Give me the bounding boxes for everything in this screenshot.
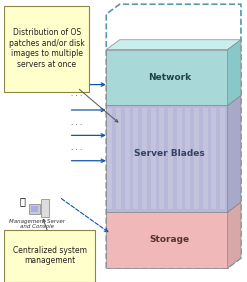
FancyBboxPatch shape [41,199,49,217]
FancyBboxPatch shape [107,108,112,209]
FancyBboxPatch shape [142,108,147,209]
Text: Server Blades: Server Blades [134,149,205,158]
FancyBboxPatch shape [151,108,156,209]
FancyBboxPatch shape [194,108,199,209]
FancyBboxPatch shape [185,108,190,209]
FancyBboxPatch shape [29,204,40,214]
FancyBboxPatch shape [106,105,227,212]
FancyBboxPatch shape [106,50,227,105]
Polygon shape [227,96,241,212]
Text: Network: Network [148,73,191,82]
FancyBboxPatch shape [31,206,38,212]
FancyBboxPatch shape [106,212,227,268]
FancyBboxPatch shape [168,108,173,209]
Text: . . .: . . . [71,91,82,98]
FancyBboxPatch shape [116,108,121,209]
FancyBboxPatch shape [160,108,164,209]
FancyBboxPatch shape [4,6,89,92]
Text: Distribution of OS
patches and/or disk
images to multiple
servers at once: Distribution of OS patches and/or disk i… [9,28,85,69]
Text: Centralized system
management: Centralized system management [13,246,87,265]
FancyBboxPatch shape [177,108,182,209]
Text: . . .: . . . [71,120,82,126]
Polygon shape [227,202,241,268]
FancyBboxPatch shape [211,108,216,209]
Text: Management Server
and Console: Management Server and Console [9,219,65,229]
Text: Storage: Storage [149,235,189,244]
Polygon shape [106,96,241,105]
FancyBboxPatch shape [133,108,138,209]
Polygon shape [227,40,241,105]
FancyBboxPatch shape [4,230,95,282]
FancyBboxPatch shape [125,108,130,209]
FancyBboxPatch shape [203,108,208,209]
Text: 🧑: 🧑 [20,197,25,207]
Text: . . .: . . . [71,145,82,151]
Polygon shape [106,40,241,50]
FancyBboxPatch shape [220,108,225,209]
Polygon shape [106,202,241,212]
